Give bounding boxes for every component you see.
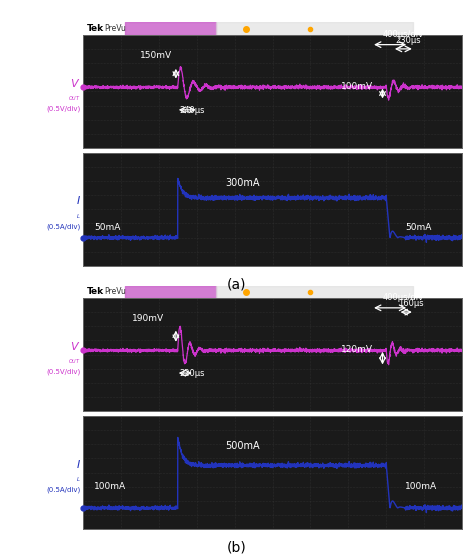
- Bar: [216, 22, 413, 35]
- Text: 190mV: 190mV: [132, 314, 164, 324]
- Text: $_{L}$: $_{L}$: [76, 475, 81, 484]
- Text: $I$: $I$: [75, 458, 81, 470]
- Text: 120mV: 120mV: [341, 345, 373, 354]
- Text: $_{L}$: $_{L}$: [76, 212, 81, 221]
- Bar: [216, 286, 413, 298]
- Text: $V$: $V$: [70, 340, 81, 352]
- Bar: [125, 22, 216, 35]
- Text: (0.5V/div): (0.5V/div): [46, 105, 81, 112]
- Text: 100mA: 100mA: [94, 482, 127, 491]
- Text: $V$: $V$: [70, 77, 81, 88]
- Text: (0.5V/div): (0.5V/div): [46, 368, 81, 375]
- Text: 160μs: 160μs: [398, 299, 423, 308]
- Text: PreVu: PreVu: [104, 287, 126, 296]
- Text: (0.5A/div): (0.5A/div): [46, 487, 81, 493]
- Text: 240μs: 240μs: [180, 106, 205, 115]
- Text: Tek: Tek: [87, 287, 104, 296]
- Text: 500mA: 500mA: [225, 441, 260, 451]
- Text: 400μs/div: 400μs/div: [383, 293, 424, 302]
- Text: $_{OUT}$: $_{OUT}$: [68, 94, 81, 102]
- Text: 50mA: 50mA: [94, 223, 121, 232]
- Text: 400μs/div: 400μs/div: [383, 30, 424, 39]
- Text: 100mV: 100mV: [341, 82, 373, 91]
- Bar: [125, 286, 216, 298]
- Text: 50mA: 50mA: [405, 223, 432, 232]
- Text: (b): (b): [227, 540, 247, 554]
- Text: $_{OUT}$: $_{OUT}$: [68, 357, 81, 366]
- Text: 300mA: 300mA: [225, 178, 259, 188]
- Text: 100mA: 100mA: [405, 482, 438, 491]
- Text: 220μs: 220μs: [180, 369, 205, 378]
- Text: 150mV: 150mV: [140, 51, 172, 60]
- Text: Tek: Tek: [87, 24, 104, 33]
- Text: PreVu: PreVu: [104, 24, 126, 33]
- Text: 230μs: 230μs: [396, 36, 421, 45]
- Text: $I$: $I$: [75, 194, 81, 207]
- Text: (a): (a): [227, 277, 247, 291]
- Text: (0.5A/div): (0.5A/div): [46, 223, 81, 230]
